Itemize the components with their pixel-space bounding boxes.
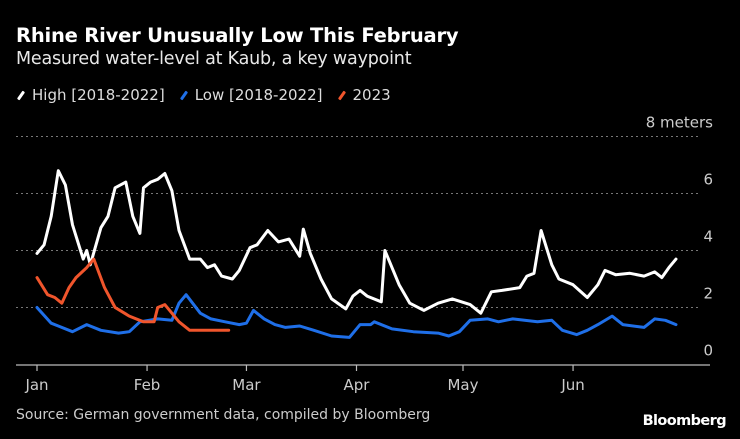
legend-item-low: Low [2018-2022] [179, 86, 323, 104]
x-tick-label: Jun [560, 376, 584, 394]
y-tick-label: 6 [703, 171, 713, 189]
legend-item-high: High [2018-2022] [16, 86, 165, 104]
series-line-2023 [35, 257, 231, 332]
chart-subtitle: Measured water-level at Kaub, a key wayp… [16, 49, 412, 69]
y-tick-label: 8 meters [646, 114, 713, 132]
legend: High [2018-2022] Low [2018-2022] 2023 [16, 86, 391, 104]
legend-label-2023: 2023 [352, 86, 391, 104]
legend-label-low: Low [2018-2022] [194, 86, 323, 104]
series-line-high [35, 169, 678, 315]
x-tick-label: Mar [232, 376, 261, 394]
x-tick-label: Feb [134, 376, 161, 394]
source-note: Source: German government data, compiled… [16, 407, 431, 423]
x-tick-label: Jan [24, 376, 48, 394]
legend-label-high: High [2018-2022] [32, 86, 165, 104]
bloomberg-logo: Bloomberg [642, 413, 727, 429]
chart-title: Rhine River Unusually Low This February [16, 24, 459, 47]
y-tick-label: 2 [703, 285, 713, 303]
legend-item-2023: 2023 [337, 86, 391, 104]
x-tick-label: May [447, 376, 478, 394]
y-tick-label: 0 [703, 342, 713, 360]
x-tick-label: Apr [344, 376, 371, 394]
y-tick-label: 4 [703, 228, 713, 246]
